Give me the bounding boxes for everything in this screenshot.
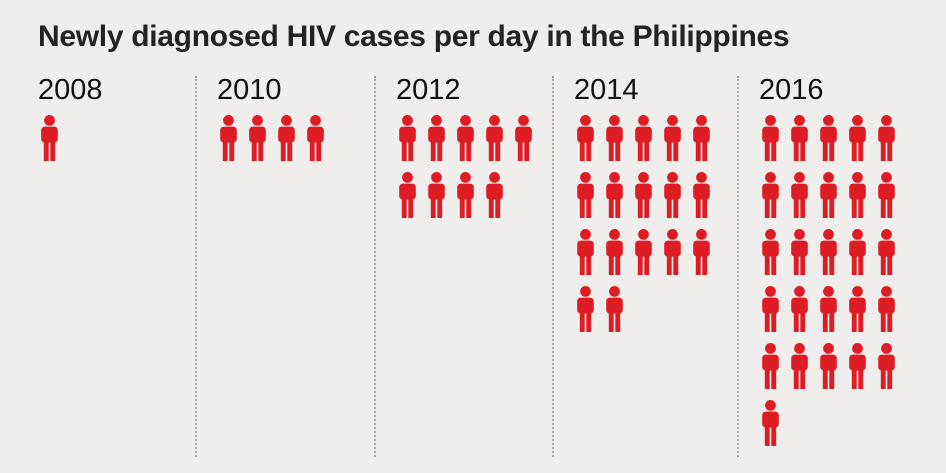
person-icon [762,343,779,389]
chart-title: Newly diagnosed HIV cases per day in the… [38,20,790,53]
icon-row [38,115,195,161]
person-icon [849,229,866,275]
year-column-2014: 2014 [552,76,737,457]
person-icon [399,172,416,218]
year-label: 2014 [574,74,639,106]
year-column-2010: 2010 [195,76,374,457]
icon-row [574,229,737,275]
person-icon [457,172,474,218]
person-icon [762,286,779,332]
person-icon [820,229,837,275]
person-icon [878,286,895,332]
person-icon [664,172,681,218]
person-icon [249,115,266,161]
person-icon [693,172,710,218]
icon-row [217,115,374,161]
person-icon [878,115,895,161]
year-label: 2012 [396,74,461,106]
person-icon [762,172,779,218]
person-icon [791,343,808,389]
person-icon [41,115,58,161]
icon-row [759,172,946,218]
person-icon [278,115,295,161]
person-icon [577,172,594,218]
person-icon [849,286,866,332]
person-icon [693,229,710,275]
icon-row [574,115,737,161]
person-icon [693,115,710,161]
year-column-2012: 2012 [374,76,552,457]
icon-row [396,115,552,161]
person-icon [428,115,445,161]
person-icon [577,115,594,161]
person-icon [849,115,866,161]
year-label: 2010 [217,74,282,106]
person-icon [307,115,324,161]
person-icon [220,115,237,161]
year-label: 2008 [38,74,103,106]
person-icon [486,172,503,218]
person-icon [878,229,895,275]
person-icon [606,286,623,332]
person-icon [664,115,681,161]
icon-row [759,343,946,389]
icon-row [759,286,946,332]
person-icon [606,229,623,275]
year-label: 2016 [759,74,824,106]
person-icon [486,115,503,161]
person-icon [635,229,652,275]
person-icon [820,172,837,218]
person-icon [791,172,808,218]
person-icon [399,115,416,161]
person-icon [820,343,837,389]
person-icon [515,115,532,161]
icon-row [759,115,946,161]
person-icon [635,115,652,161]
person-icon [762,229,779,275]
person-icon [428,172,445,218]
person-icon [762,115,779,161]
person-icon [791,229,808,275]
person-icon [635,172,652,218]
icon-row [759,229,946,275]
person-icon [791,115,808,161]
person-icon [849,343,866,389]
person-icon [878,343,895,389]
person-icon [577,229,594,275]
person-icon [606,115,623,161]
person-icon [820,286,837,332]
person-icon [457,115,474,161]
person-icon [606,172,623,218]
person-icon [878,172,895,218]
icon-row [396,172,552,218]
person-icon [820,115,837,161]
year-column-2016: 2016 [737,76,946,457]
person-icon [577,286,594,332]
person-icon [762,400,779,446]
icon-row [759,400,946,446]
person-icon [849,172,866,218]
pictogram-chart: 2008 2010 2012 2014 2016 [0,76,946,457]
person-icon [664,229,681,275]
icon-row [574,286,737,332]
person-icon [791,286,808,332]
year-column-2008: 2008 [0,76,195,457]
icon-row [574,172,737,218]
